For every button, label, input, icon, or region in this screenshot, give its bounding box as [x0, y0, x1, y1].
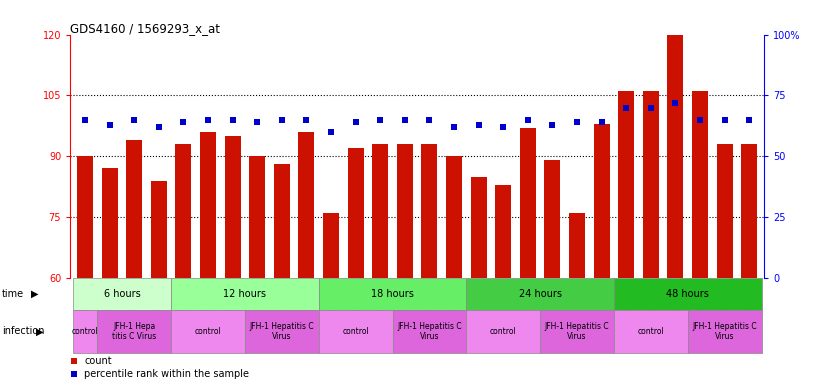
Bar: [614, 310, 688, 353]
Bar: [319, 278, 467, 310]
Bar: [348, 148, 363, 278]
Text: infection: infection: [2, 326, 44, 336]
Text: JFH-1 Hepatitis C
Virus: JFH-1 Hepatitis C Virus: [544, 322, 610, 341]
Bar: [471, 177, 487, 278]
Text: count: count: [84, 356, 112, 366]
Bar: [151, 180, 167, 278]
Text: control: control: [490, 327, 516, 336]
Bar: [594, 124, 610, 278]
Bar: [467, 310, 540, 353]
Text: 18 hours: 18 hours: [371, 289, 414, 299]
Text: control: control: [72, 327, 98, 336]
Text: 12 hours: 12 hours: [223, 289, 267, 299]
Text: JFH-1 Hepatitis C
Virus: JFH-1 Hepatitis C Virus: [397, 322, 462, 341]
Bar: [102, 169, 117, 278]
Bar: [540, 310, 614, 353]
Bar: [171, 278, 319, 310]
Bar: [373, 144, 388, 278]
Bar: [77, 156, 93, 278]
Bar: [667, 35, 683, 278]
Text: 48 hours: 48 hours: [667, 289, 710, 299]
Bar: [225, 136, 240, 278]
Bar: [614, 278, 762, 310]
Bar: [717, 144, 733, 278]
Bar: [741, 144, 757, 278]
Bar: [244, 310, 319, 353]
Bar: [249, 156, 265, 278]
Text: JFH-1 Hepatitis C
Virus: JFH-1 Hepatitis C Virus: [692, 322, 757, 341]
Text: control: control: [195, 327, 221, 336]
Bar: [319, 310, 392, 353]
Bar: [692, 91, 708, 278]
Text: percentile rank within the sample: percentile rank within the sample: [84, 369, 249, 379]
Bar: [396, 144, 413, 278]
Bar: [175, 144, 192, 278]
Bar: [619, 91, 634, 278]
Bar: [688, 310, 762, 353]
Text: time: time: [2, 289, 24, 299]
Bar: [200, 132, 216, 278]
Text: JFH-1 Hepatitis C
Virus: JFH-1 Hepatitis C Virus: [249, 322, 314, 341]
Text: control: control: [342, 327, 369, 336]
Bar: [421, 144, 438, 278]
Bar: [73, 278, 171, 310]
Bar: [643, 91, 659, 278]
Bar: [126, 140, 142, 278]
Bar: [392, 310, 467, 353]
Bar: [323, 213, 339, 278]
Text: ▶: ▶: [36, 326, 44, 336]
Bar: [171, 310, 244, 353]
Bar: [496, 185, 511, 278]
Text: control: control: [638, 327, 664, 336]
Text: JFH-1 Hepa
titis C Virus: JFH-1 Hepa titis C Virus: [112, 322, 156, 341]
Bar: [298, 132, 315, 278]
Bar: [569, 213, 585, 278]
Text: ▶: ▶: [31, 289, 39, 299]
Bar: [544, 160, 561, 278]
Bar: [520, 128, 536, 278]
Bar: [273, 164, 290, 278]
Text: GDS4160 / 1569293_x_at: GDS4160 / 1569293_x_at: [70, 22, 221, 35]
Text: 6 hours: 6 hours: [103, 289, 140, 299]
Bar: [97, 310, 171, 353]
Bar: [446, 156, 462, 278]
Bar: [467, 278, 614, 310]
Bar: [73, 310, 97, 353]
Text: 24 hours: 24 hours: [519, 289, 562, 299]
